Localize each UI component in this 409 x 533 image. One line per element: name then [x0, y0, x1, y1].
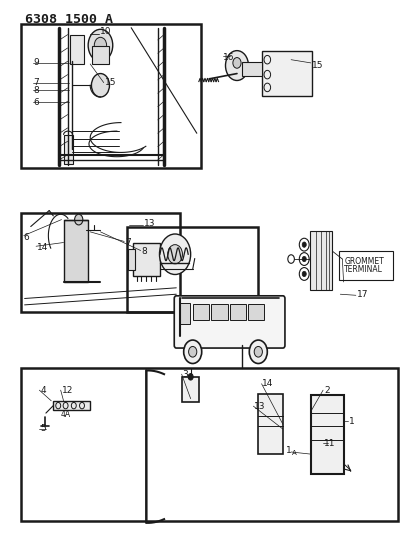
Circle shape — [88, 29, 112, 61]
Text: A: A — [291, 450, 296, 456]
Text: 5: 5 — [40, 424, 46, 433]
Bar — [133, 243, 160, 276]
Circle shape — [188, 346, 196, 357]
Text: 9: 9 — [34, 59, 39, 67]
Text: 4: 4 — [40, 386, 46, 394]
Circle shape — [159, 234, 190, 274]
Circle shape — [94, 37, 106, 53]
Bar — [241, 62, 262, 76]
Text: 10: 10 — [100, 28, 112, 36]
Text: 6308 1500 A: 6308 1500 A — [25, 13, 112, 26]
Bar — [211, 304, 227, 320]
Bar — [229, 304, 245, 320]
Bar — [63, 220, 88, 282]
Circle shape — [225, 51, 248, 80]
Text: 11: 11 — [323, 439, 335, 448]
Bar — [127, 227, 258, 312]
Bar — [92, 46, 108, 64]
Circle shape — [91, 74, 109, 97]
Circle shape — [254, 346, 262, 357]
Text: 15: 15 — [311, 61, 322, 69]
Circle shape — [249, 340, 267, 364]
Bar — [70, 35, 84, 64]
Circle shape — [301, 256, 306, 262]
Text: 1: 1 — [348, 417, 354, 425]
Bar — [192, 304, 209, 320]
Text: 6: 6 — [34, 98, 39, 107]
Circle shape — [167, 245, 182, 264]
Text: 16: 16 — [223, 53, 234, 62]
Text: 6: 6 — [24, 233, 29, 241]
Text: 8: 8 — [141, 247, 147, 256]
Text: 7: 7 — [34, 78, 39, 87]
Circle shape — [188, 374, 193, 380]
Bar — [20, 368, 397, 521]
FancyBboxPatch shape — [174, 296, 284, 348]
Text: 12: 12 — [61, 386, 73, 394]
Bar — [128, 249, 135, 270]
Circle shape — [301, 242, 306, 247]
Bar — [53, 401, 90, 410]
Text: 13: 13 — [254, 402, 265, 410]
Circle shape — [74, 214, 83, 225]
Bar — [262, 51, 311, 96]
Bar — [309, 231, 331, 290]
Bar — [179, 303, 189, 324]
Bar — [310, 395, 343, 474]
Bar — [339, 251, 392, 280]
Text: 2: 2 — [323, 386, 329, 394]
Text: 4A: 4A — [61, 410, 71, 419]
Bar — [182, 377, 198, 402]
Text: GROMMET: GROMMET — [344, 257, 383, 265]
Text: 7: 7 — [125, 238, 130, 247]
Text: 14: 14 — [262, 379, 273, 388]
Circle shape — [183, 340, 201, 364]
Circle shape — [301, 271, 306, 277]
Text: 8: 8 — [34, 86, 39, 95]
Text: 13: 13 — [143, 220, 155, 228]
Bar — [247, 304, 264, 320]
Bar — [20, 213, 180, 312]
Bar — [20, 24, 200, 168]
Text: TERMINAL: TERMINAL — [344, 265, 382, 274]
Text: 3: 3 — [182, 370, 188, 378]
Text: 15: 15 — [104, 78, 116, 87]
Bar — [258, 394, 282, 454]
Circle shape — [232, 58, 240, 68]
Text: 17: 17 — [356, 290, 367, 298]
Text: 14: 14 — [37, 243, 48, 252]
Bar — [63, 135, 72, 164]
Text: 1: 1 — [285, 446, 291, 455]
